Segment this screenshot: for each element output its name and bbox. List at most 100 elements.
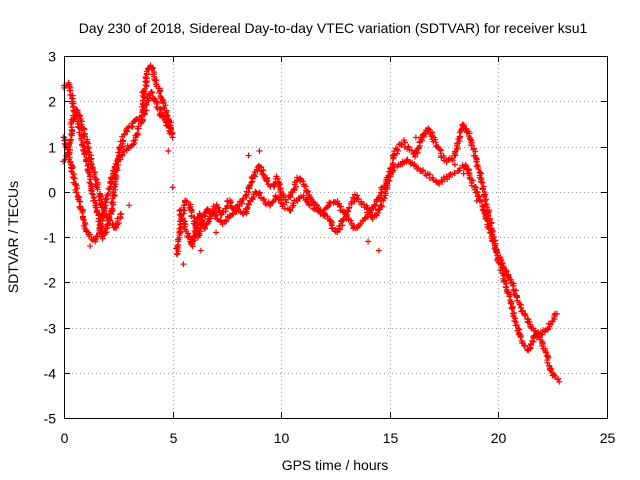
data-point <box>99 235 106 242</box>
data-point <box>127 143 134 150</box>
data-point <box>482 214 489 221</box>
data-point <box>264 177 271 184</box>
data-point <box>425 125 432 132</box>
data-point <box>93 233 100 240</box>
data-point <box>428 132 435 139</box>
data-point <box>556 378 563 385</box>
data-point <box>226 213 233 220</box>
data-point <box>339 222 346 229</box>
data-point <box>176 225 183 232</box>
chart-title: Day 230 of 2018, Sidereal Day-to-day VTE… <box>79 20 588 36</box>
data-point <box>300 178 307 185</box>
data-point <box>346 205 353 212</box>
data-point <box>507 300 514 307</box>
data-point <box>509 310 516 317</box>
data-point <box>197 247 204 254</box>
data-point <box>517 334 524 341</box>
y-tick-label: -1 <box>44 230 57 246</box>
data-point <box>364 211 371 218</box>
data-point <box>280 201 287 208</box>
data-point <box>83 158 90 165</box>
data-point <box>522 310 529 317</box>
data-point <box>190 233 197 240</box>
data-point <box>183 198 190 205</box>
data-point <box>343 215 350 222</box>
data-point <box>412 153 419 160</box>
data-point <box>156 90 163 97</box>
data-point <box>173 251 180 258</box>
data-point <box>436 146 443 153</box>
data-point <box>67 136 74 143</box>
data-point <box>156 111 163 118</box>
data-point <box>113 224 120 231</box>
data-point <box>369 215 376 222</box>
data-point <box>203 206 210 213</box>
data-point <box>494 250 501 257</box>
y-tick-label: 1 <box>48 140 56 156</box>
data-point <box>555 375 562 382</box>
data-point <box>73 189 80 196</box>
data-point <box>405 144 412 151</box>
y-tick-label: -2 <box>44 275 57 291</box>
data-point <box>214 216 221 223</box>
data-point <box>215 207 222 214</box>
data-point <box>347 217 354 224</box>
data-point <box>87 243 94 250</box>
data-point <box>115 149 122 156</box>
data-point <box>334 229 341 236</box>
x-tick-label: 5 <box>170 430 178 446</box>
data-point <box>541 327 548 334</box>
data-point <box>165 123 172 130</box>
data-point <box>448 155 455 162</box>
data-point <box>120 137 127 144</box>
data-point <box>512 322 519 329</box>
data-point <box>157 87 164 94</box>
data-point <box>408 147 415 154</box>
data-point <box>451 161 458 168</box>
data-point <box>486 208 493 215</box>
data-point <box>81 133 88 140</box>
data-point <box>506 293 513 300</box>
data-point <box>479 179 486 186</box>
data-point <box>180 261 187 268</box>
data-point <box>382 183 389 190</box>
x-tick-label: 15 <box>383 430 399 446</box>
data-point <box>205 216 212 223</box>
data-point <box>398 142 405 149</box>
data-point <box>142 101 149 108</box>
data-point <box>354 224 361 231</box>
data-point <box>90 194 97 201</box>
data-point <box>81 126 88 133</box>
data-point <box>94 208 101 215</box>
data-point <box>164 112 171 119</box>
data-point <box>451 169 458 176</box>
x-tick-labels: 0 5 10 15 20 25 <box>61 430 616 446</box>
x-tick-label: 25 <box>600 430 616 446</box>
data-point <box>162 102 169 109</box>
data-point <box>151 73 158 80</box>
data-point <box>371 202 378 209</box>
data-point <box>186 238 193 245</box>
data-point <box>103 213 110 220</box>
y-tick-label: 3 <box>48 49 56 65</box>
data-point <box>519 307 526 314</box>
data-points <box>60 62 563 385</box>
data-point <box>242 192 249 199</box>
data-point <box>547 321 554 328</box>
data-point <box>119 151 126 158</box>
data-point <box>372 203 379 210</box>
data-point <box>165 148 172 155</box>
data-point <box>103 196 110 203</box>
data-point <box>213 215 220 222</box>
data-point <box>477 178 484 185</box>
data-point <box>509 305 516 312</box>
data-point <box>69 164 76 171</box>
data-point <box>143 107 150 114</box>
data-point <box>150 64 157 71</box>
data-point <box>112 166 119 173</box>
data-point <box>106 186 113 193</box>
data-point <box>554 310 561 317</box>
data-point <box>256 148 263 155</box>
data-point <box>121 131 128 138</box>
